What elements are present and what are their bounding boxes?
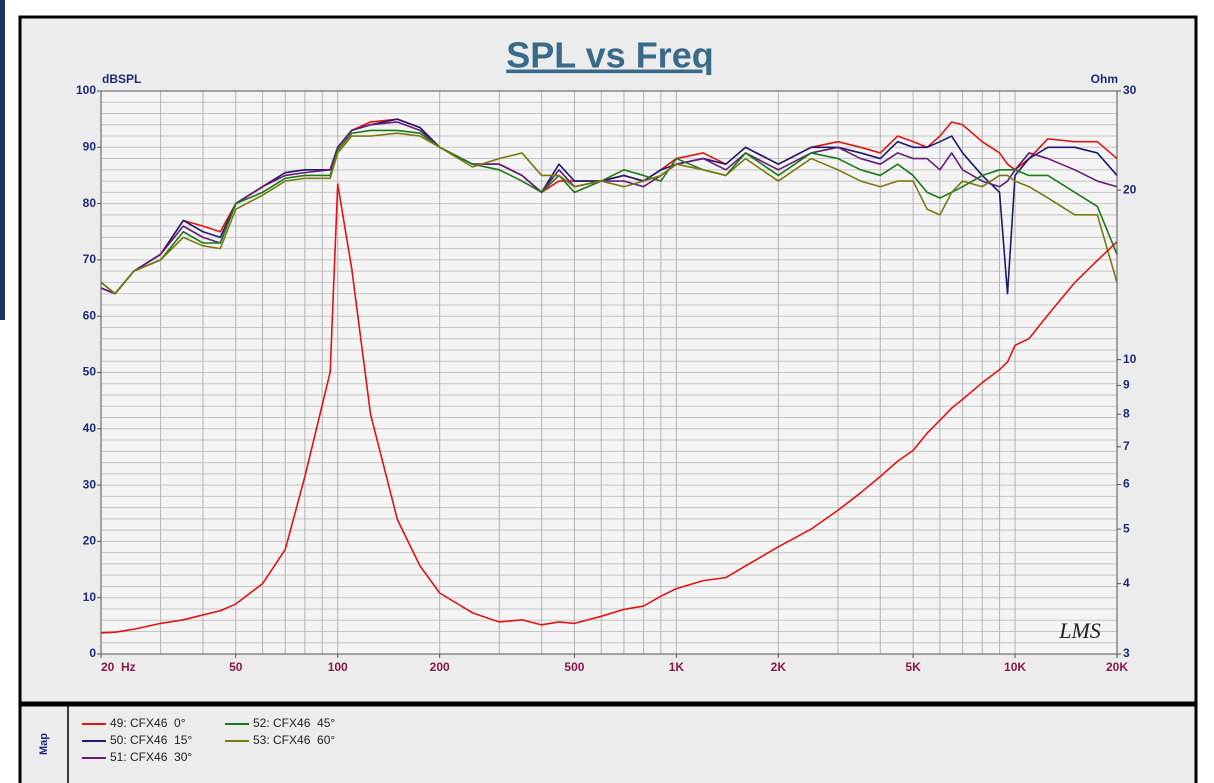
x-tick-label: 500 bbox=[564, 660, 584, 674]
y2-tick-label: 20 bbox=[1123, 182, 1137, 196]
y2-tick-label: 7 bbox=[1123, 439, 1130, 453]
y2-axis-label: Ohm bbox=[1091, 72, 1118, 86]
window-edge bbox=[0, 0, 5, 320]
x-tick-label: 5K bbox=[905, 660, 921, 674]
y-axis-label: dBSPL bbox=[102, 72, 141, 86]
y-tick-label: 0 bbox=[89, 646, 96, 660]
legend: 49: CFX46 0° 50: CFX46 15° 51: CFX46 30° 52… bbox=[82, 716, 335, 764]
spl-line bbox=[100, 129, 1118, 295]
spl-line bbox=[100, 132, 1118, 295]
legend-label: 53: CFX46 60° bbox=[253, 733, 335, 747]
y-tick-label: 90 bbox=[83, 139, 97, 153]
y2-tick-label: 8 bbox=[1123, 406, 1130, 420]
y2-tick-label: 9 bbox=[1123, 378, 1130, 392]
y-tick-label: 80 bbox=[83, 196, 97, 210]
y-tick-label: 30 bbox=[83, 477, 97, 491]
legend-label: 49: CFX46 0° bbox=[110, 716, 186, 730]
legend-label: 51: CFX46 30° bbox=[110, 750, 192, 764]
y2-tick-label: 6 bbox=[1123, 477, 1130, 491]
x-tick-label: 50 bbox=[229, 660, 243, 674]
y-tick-label: 40 bbox=[83, 421, 97, 435]
y2-tick-label: 10 bbox=[1123, 352, 1137, 366]
series-lines bbox=[100, 118, 1118, 634]
x-tick-label: 1K bbox=[669, 660, 685, 674]
x-tick-label: 10K bbox=[1004, 660, 1026, 674]
impedance-line bbox=[100, 183, 1118, 634]
plot-border bbox=[100, 90, 1118, 655]
chart-title: SPL vs Freq bbox=[506, 35, 713, 76]
legend-label: 52: CFX46 45° bbox=[253, 716, 335, 730]
y2-tick-label: 3 bbox=[1123, 646, 1130, 660]
y-tick-label: 60 bbox=[83, 308, 97, 322]
x-tick-label: 20K bbox=[1106, 660, 1128, 674]
x-tick-label: 200 bbox=[430, 660, 450, 674]
legend-label: 50: CFX46 15° bbox=[110, 733, 192, 747]
x-tick-label: 2K bbox=[771, 660, 787, 674]
x-tick-label: 100 bbox=[328, 660, 348, 674]
y2-tick-label: 5 bbox=[1123, 521, 1130, 535]
spl-line bbox=[100, 118, 1118, 295]
annotation: LMS bbox=[1058, 618, 1101, 643]
y-tick-label: 70 bbox=[83, 252, 97, 266]
legend-frame bbox=[18, 703, 1198, 783]
y-tick-label: 10 bbox=[83, 590, 97, 604]
y-tick-label: 20 bbox=[83, 534, 97, 548]
y-tick-label: 100 bbox=[76, 83, 96, 97]
x-tick-label: 20 Hz bbox=[101, 660, 136, 674]
y2-tick-label: 30 bbox=[1123, 83, 1137, 97]
legend-title: Map bbox=[38, 733, 50, 755]
y2-tick-label: 4 bbox=[1123, 576, 1130, 590]
y-tick-label: 50 bbox=[83, 365, 97, 379]
